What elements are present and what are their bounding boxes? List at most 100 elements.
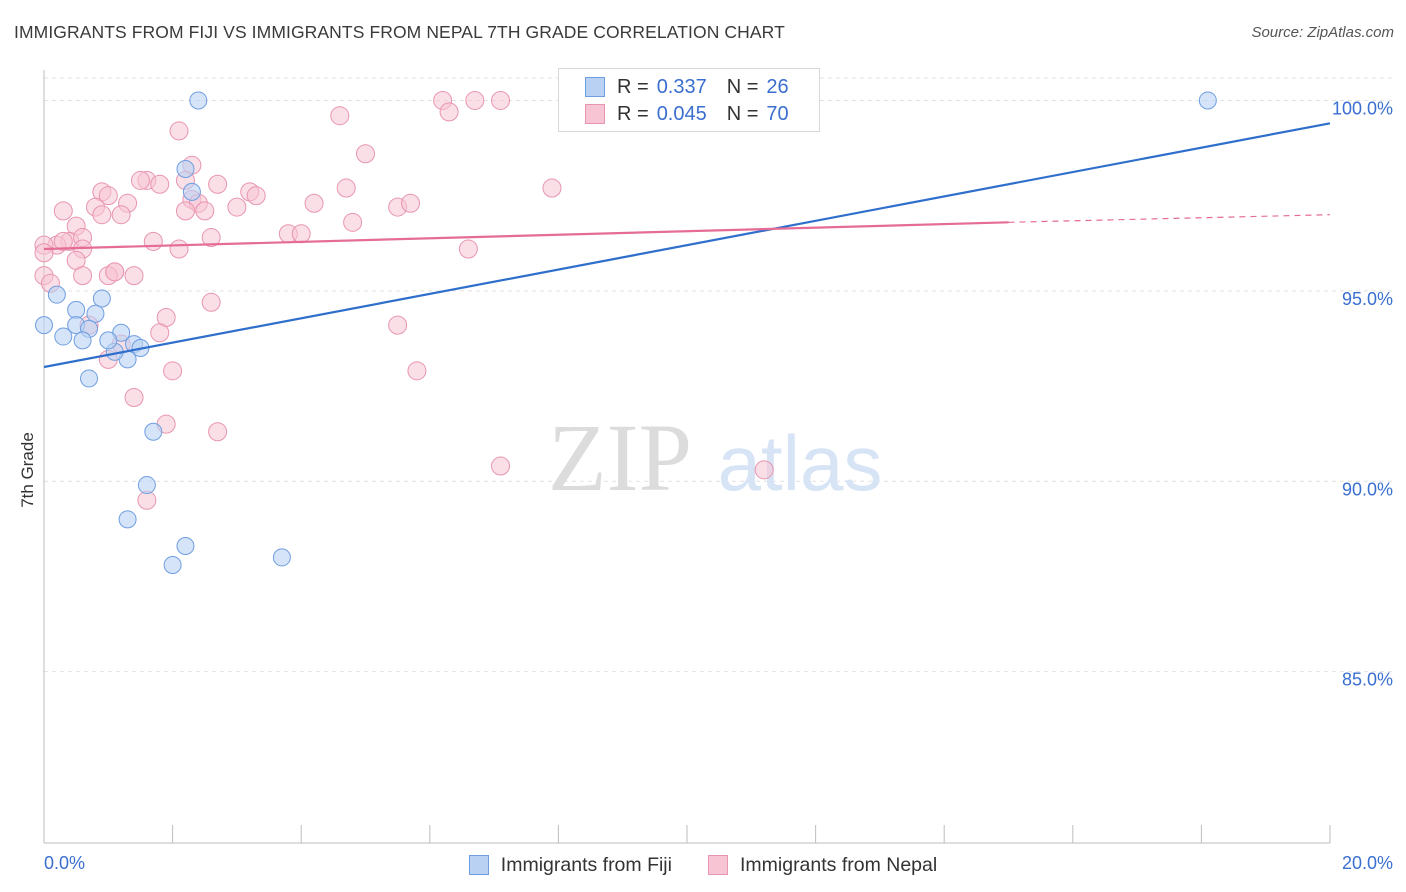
nepal-point [53, 231, 73, 251]
nepal-r-label: R = [617, 102, 649, 125]
nepal-point [542, 178, 562, 198]
trend-lines [43, 122, 1331, 369]
nepal-point [201, 292, 221, 312]
axes [43, 70, 1331, 844]
watermark: ZIP atlas [548, 404, 882, 511]
fiji-r-label: R = [617, 75, 649, 98]
nepal-point [343, 212, 363, 232]
fiji-r-value: 0.337 [656, 75, 707, 98]
nepal-point [458, 239, 478, 259]
nepal-legend-label: Immigrants from Nepal [739, 853, 938, 876]
nepal-point [491, 90, 511, 110]
fiji-point [118, 510, 137, 529]
nepal-legend-swatch [707, 855, 728, 875]
fiji-legend-label: Immigrants from Fiji [500, 853, 672, 876]
nepal-point [150, 174, 170, 194]
fiji-swatch [585, 77, 605, 97]
fiji-point [176, 536, 195, 555]
fiji-point [182, 182, 201, 201]
fiji-point [144, 422, 163, 441]
nepal-point [34, 243, 54, 263]
fiji-point [35, 316, 53, 335]
fiji-points [35, 91, 1217, 575]
nepal-trend-extension [1008, 214, 1331, 223]
nepal-swatch [585, 104, 605, 124]
fiji-point [99, 331, 118, 350]
nepal-point [330, 106, 350, 126]
nepal-point [246, 186, 266, 206]
nepal-n-value: 70 [766, 102, 789, 125]
nepal-trend-line [43, 221, 1009, 251]
nepal-r-value: 0.045 [656, 102, 707, 125]
nepal-point [208, 174, 228, 194]
nepal-point [195, 201, 215, 221]
fiji-n-value: 26 [766, 75, 789, 98]
fiji-point [86, 304, 105, 323]
y-tick-label: 85.0% [1342, 670, 1393, 690]
fiji-point [73, 331, 92, 350]
nepal-point [356, 144, 375, 164]
nepal-point [465, 90, 485, 110]
nepal-point [150, 323, 170, 343]
nepal-point [130, 170, 150, 190]
fiji-point [54, 327, 73, 346]
stats-legend: R = 0.337 N = 26 R = 0.045 N = 70 [558, 68, 820, 132]
nepal-point [111, 205, 131, 225]
legend-item-fiji[interactable]: Immigrants from Fiji [468, 853, 672, 877]
nepal-point [169, 121, 189, 141]
fiji-point [272, 548, 291, 567]
fiji-point [163, 556, 182, 575]
nepal-point [53, 201, 73, 221]
nepal-point [401, 193, 421, 213]
source-label: Source: ZipAtlas.com [1251, 24, 1394, 41]
watermark-atlas: atlas [718, 419, 883, 507]
x-tick-label: 20.0% [1342, 853, 1393, 873]
fiji-point [137, 476, 156, 495]
y-tick-label: 95.0% [1342, 289, 1393, 309]
nepal-point [491, 456, 511, 476]
fiji-n-label: N = [726, 75, 759, 98]
fiji-point [1198, 91, 1217, 110]
fiji-point [176, 160, 195, 179]
fiji-point [80, 369, 99, 388]
fiji-point [189, 91, 208, 110]
series-legend: Immigrants from Fiji Immigrants from Nep… [0, 851, 1406, 879]
fiji-legend-swatch [468, 855, 489, 875]
nepal-point [201, 228, 221, 248]
nepal-point [175, 201, 195, 221]
nepal-point [227, 197, 247, 217]
nepal-point [124, 387, 144, 407]
nepal-point [439, 102, 459, 122]
fiji-point [67, 300, 86, 319]
chart-title: IMMIGRANTS FROM FIJI VS IMMIGRANTS FROM … [14, 22, 785, 42]
fiji-point [47, 285, 66, 304]
y-tick-label: 90.0% [1342, 479, 1393, 499]
legend-row-nepal: R = 0.045 N = 70 [585, 102, 789, 126]
nepal-n-label: N = [726, 102, 759, 125]
nepal-point [407, 361, 427, 381]
tick-labels: 85.0% 90.0% 95.0% 100.0% 0.0% 20.0% [44, 98, 1393, 873]
nepal-point [73, 266, 93, 286]
nepal-point [336, 178, 356, 198]
nepal-point [291, 224, 311, 244]
nepal-point [98, 186, 118, 206]
nepal-points [34, 90, 774, 510]
legend-item-nepal[interactable]: Immigrants from Nepal [707, 853, 938, 877]
nepal-point [169, 239, 189, 259]
nepal-point [304, 193, 324, 213]
nepal-point [388, 315, 408, 335]
nepal-point [92, 205, 112, 225]
nepal-point [124, 266, 144, 286]
x-tick-label: 0.0% [44, 853, 85, 873]
nepal-point [143, 231, 163, 251]
y-tick-label: 100.0% [1332, 98, 1393, 118]
nepal-point [163, 361, 183, 381]
grid-lines [44, 77, 1395, 673]
legend-row-fiji: R = 0.337 N = 26 [585, 75, 789, 99]
nepal-point [754, 460, 774, 480]
fiji-point [92, 289, 111, 308]
nepal-point [105, 262, 125, 282]
fiji-trend-line [43, 122, 1331, 369]
nepal-point [208, 422, 228, 442]
